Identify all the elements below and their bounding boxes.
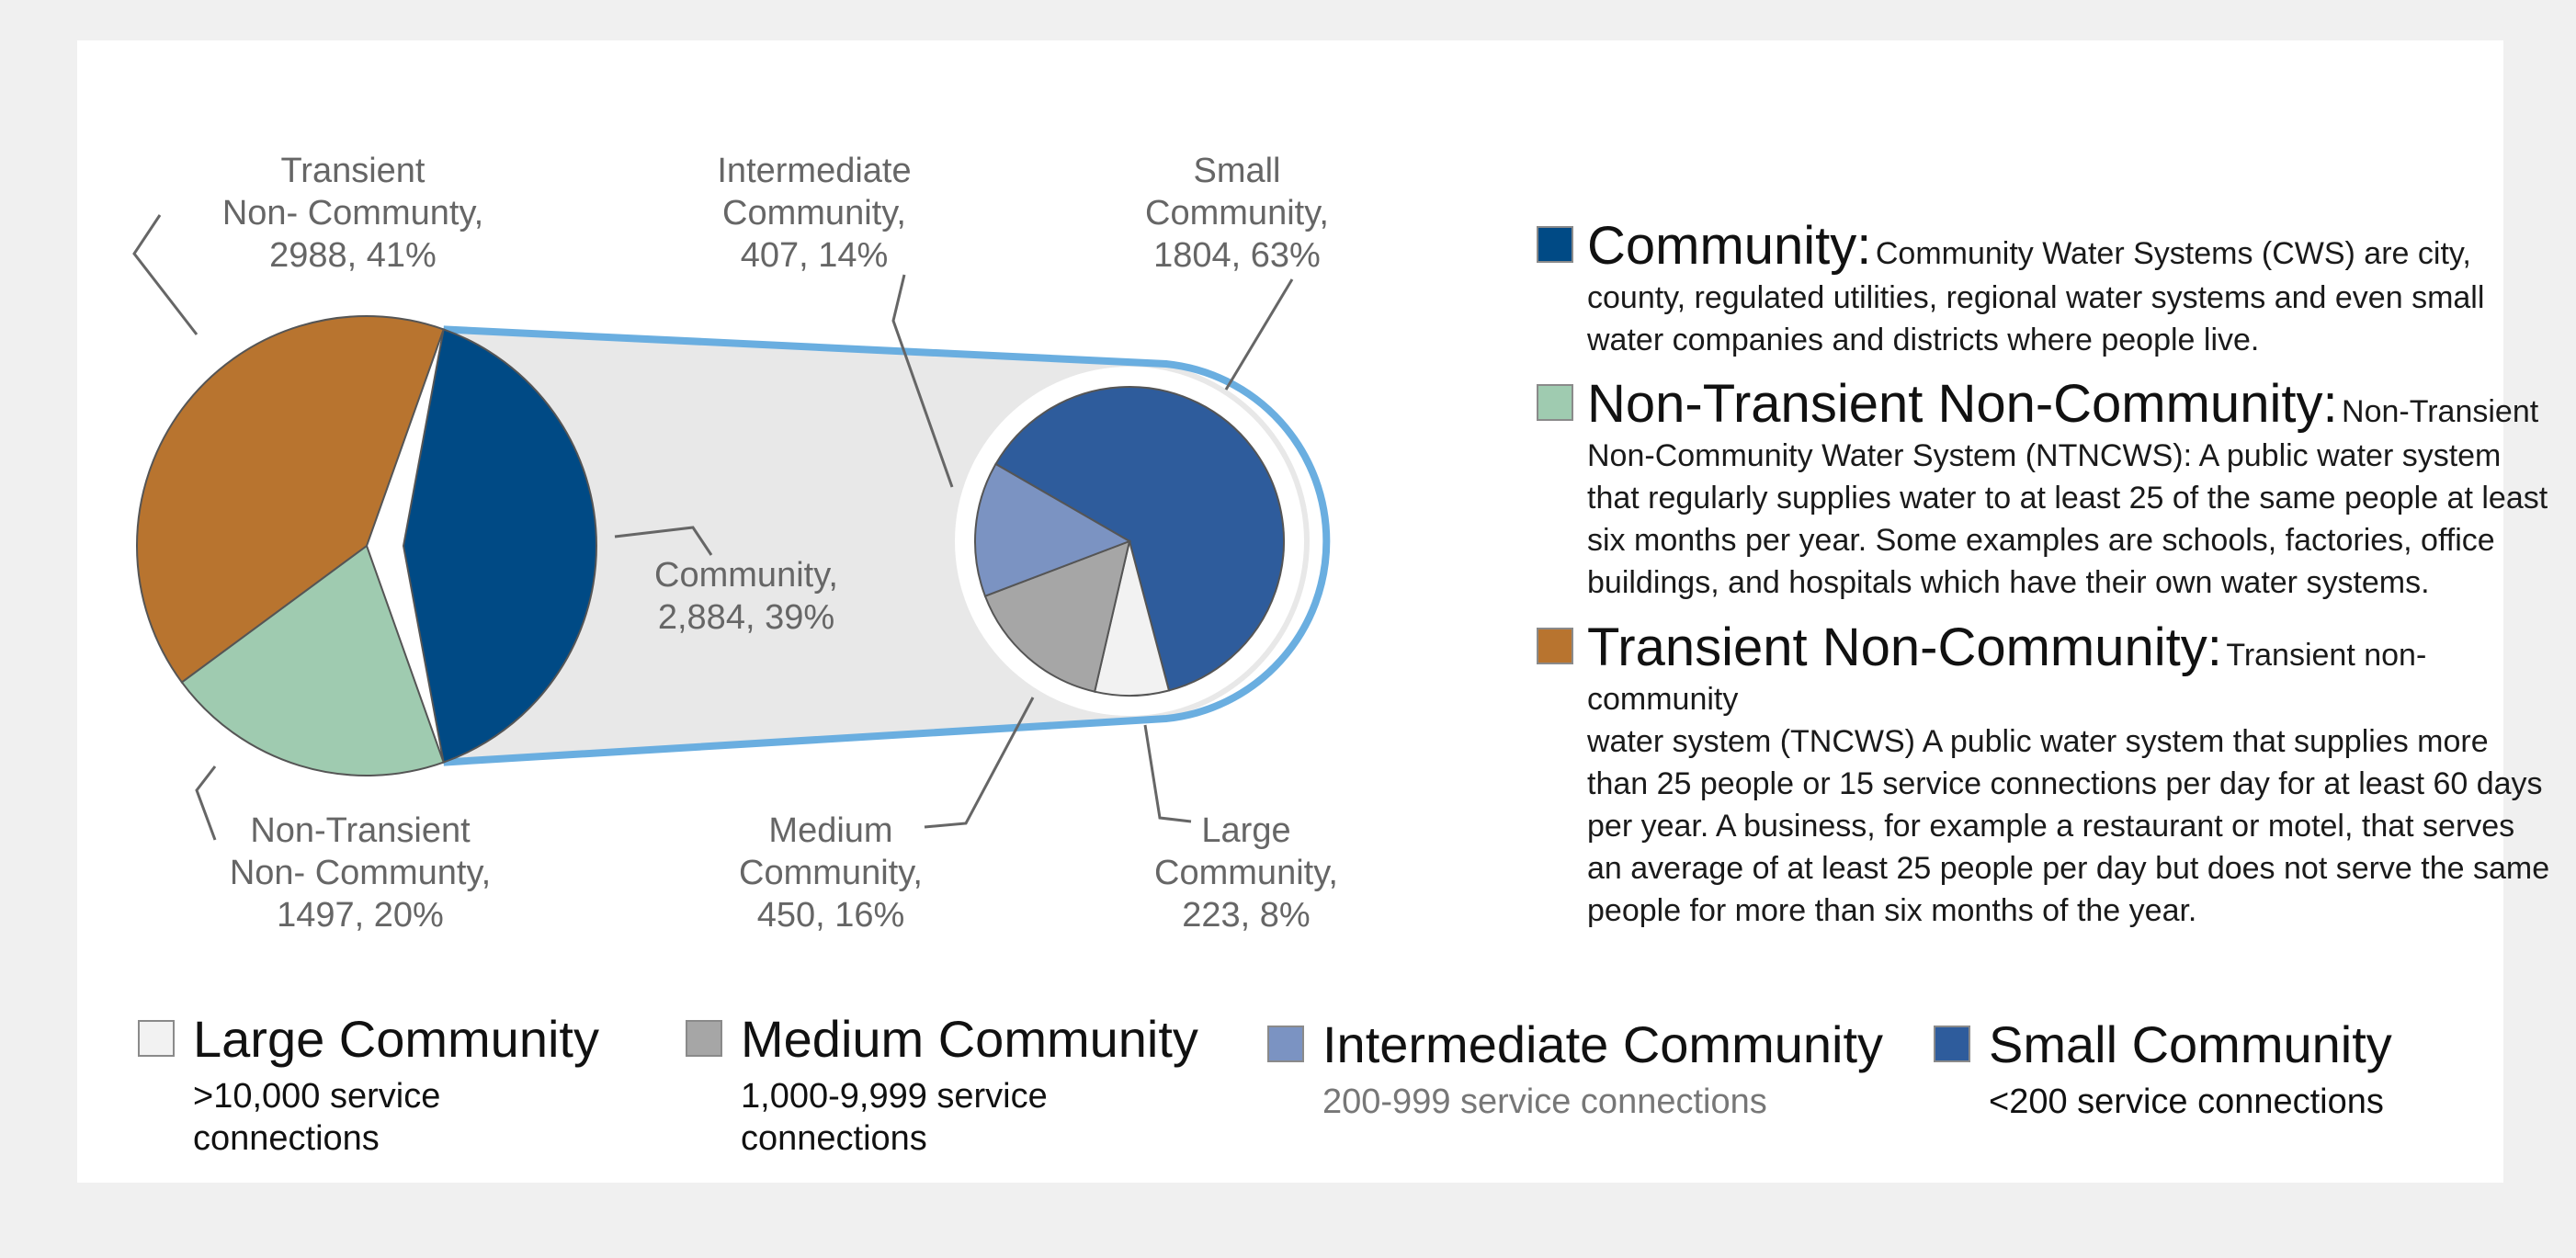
leader-transient xyxy=(132,214,199,335)
legend-name: Intermediate Community xyxy=(1322,1015,1884,1073)
transient-swatch xyxy=(1537,628,1573,664)
leader-medium xyxy=(924,697,1035,829)
leader-non-transient xyxy=(195,765,217,841)
definition-non-transient: Non-Transient Non-Community: Non-Transie… xyxy=(1537,373,2557,604)
legend-desc: <200 service connections xyxy=(1989,1081,2384,1123)
community-swatch xyxy=(1537,226,1573,263)
legend-desc-line: connections xyxy=(193,1119,380,1158)
legend-desc-line: connections xyxy=(741,1119,927,1158)
highlight-outline xyxy=(443,325,1331,766)
small-pie-slice-3 xyxy=(974,462,1132,597)
definition-body: water system (TNCWS) A public water syst… xyxy=(1587,724,2550,928)
big-pie-slice-2 xyxy=(136,315,445,684)
small-pie-slice-0 xyxy=(994,386,1285,692)
legend-name: Small Community xyxy=(1989,1015,2392,1073)
legend-desc: >10,000 service connections xyxy=(193,1075,440,1160)
legend-swatch xyxy=(686,1020,722,1057)
legend-desc: 1,000-9,999 service connections xyxy=(741,1075,1048,1160)
legend-swatch xyxy=(138,1020,175,1057)
big-pie-slice-1 xyxy=(180,544,445,776)
legend-desc: 200-999 service connections xyxy=(1322,1081,1767,1123)
definition-inline-body: Non-Transient xyxy=(2342,394,2539,429)
big-pie-slice-0 xyxy=(402,328,597,764)
label-large: Large Community, 223, 8% xyxy=(1154,811,1338,935)
legend-desc-line: >10,000 service xyxy=(193,1077,441,1116)
definition-title: Transient Non-Community: xyxy=(1587,618,2222,677)
leader-community xyxy=(614,526,713,556)
definition-body: county, regulated utilities, regional wa… xyxy=(1587,280,2485,357)
legend-desc-line: 200-999 service connections xyxy=(1322,1082,1767,1121)
legend-desc-line: <200 service connections xyxy=(1989,1082,2384,1121)
label-transient: Transient Non- Communty, 2988, 41% xyxy=(222,152,483,275)
definition-title: Non-Transient Non-Community: xyxy=(1587,374,2338,434)
legend-swatch xyxy=(1934,1026,1970,1062)
non-transient-swatch xyxy=(1537,384,1573,421)
definition-community: Community: Community Water Systems (CWS)… xyxy=(1537,215,2557,361)
definition-title: Community: xyxy=(1587,216,1872,276)
pie-of-pie-chart: Transient Non- Communty, 2988, 41% Non-Tran… xyxy=(132,152,1338,935)
legend-swatch xyxy=(1267,1026,1304,1062)
label-medium: Medium Community, 450, 16% xyxy=(739,811,923,935)
label-community: Community, 2,884, 39% xyxy=(654,556,838,637)
leader-small xyxy=(1224,278,1294,391)
leader-intermediate xyxy=(891,274,954,488)
label-small: Small Community, 1804, 63% xyxy=(1145,152,1329,275)
definition-inline-body: Community Water Systems (CWS) are city, xyxy=(1875,236,2471,271)
chart-card: Transient Non- Communty, 2988, 41% Non-Tran… xyxy=(77,40,2549,1183)
label-non-transient: Non-Transient Non- Communty, 1497, 20% xyxy=(230,811,491,935)
definition-body: Non-Community Water System (NTNCWS): A p… xyxy=(1587,438,2548,600)
small-pie-slice-2 xyxy=(983,539,1131,693)
legend-name: Large Community xyxy=(193,1010,599,1068)
legend-name: Medium Community xyxy=(741,1010,1198,1068)
definition-transient: Transient Non-Community: Transient non-c… xyxy=(1537,617,2557,932)
leader-large xyxy=(1143,724,1192,823)
definition-inline-body: Transient non-community xyxy=(1587,638,2427,717)
label-intermediate: Intermediate Community, 407, 14% xyxy=(717,152,911,275)
legend-desc-line: 1,000-9,999 service xyxy=(741,1077,1048,1116)
